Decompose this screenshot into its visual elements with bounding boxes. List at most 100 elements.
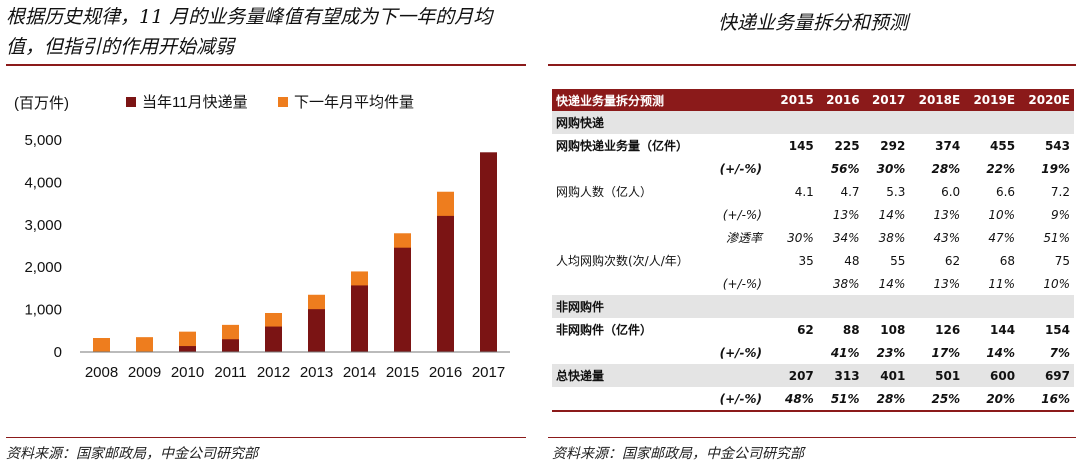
chart-title: 根据历史规律，11 月的业务量峰值有望成为下一年的月均值，但指引的作用开始减弱 — [6, 6, 493, 58]
row-label: 渗透率 — [725, 231, 762, 245]
table-cell: 108 — [880, 322, 906, 337]
table-cell: 401 — [863, 364, 910, 387]
table-row: 非网购件（亿件） 62 88 108 126 144 154 — [552, 318, 1074, 341]
table-cell: 313 — [817, 364, 864, 387]
table-cell: 6.6 — [995, 184, 1016, 199]
table-cell: 62 — [944, 253, 961, 268]
table-header-row: 快递业务量拆分预测 2015 2016 2017 2018E 2019E 2020E — [552, 89, 1074, 111]
table-cell: 7% — [1049, 345, 1070, 360]
table-cell: 20% — [964, 387, 1020, 412]
table-cell — [964, 111, 1020, 134]
forecast-table: 快递业务量拆分预测 2015 2016 2017 2018E 2019E 2020E 网购快递… — [552, 89, 1074, 412]
x-tick-label: 2014 — [343, 364, 376, 381]
table-cell — [1019, 295, 1074, 318]
table-cell — [863, 295, 910, 318]
table-row: 网购快递业务量（亿件） 145 225 292 374 455 543 — [552, 134, 1074, 157]
table-cell: 292 — [880, 138, 906, 153]
table-cell: 13% — [832, 207, 860, 222]
table-cell — [1019, 111, 1074, 134]
table-cell: 207 — [772, 364, 818, 387]
bar-2012-november — [265, 326, 282, 352]
table-header-year: 2019E — [964, 89, 1020, 111]
table-row: 非网购件 — [552, 295, 1074, 318]
table-cell: 14% — [878, 207, 906, 222]
table-cell — [772, 272, 818, 295]
x-tick-label: 2013 — [300, 364, 333, 381]
table-header-year: 2015 — [772, 89, 818, 111]
table-row: 网购快递 — [552, 111, 1074, 134]
right-source-rule — [548, 437, 1076, 438]
table-cell: 14% — [878, 276, 906, 291]
x-tick-label: 2010 — [171, 364, 204, 381]
table-cell: 51% — [1043, 230, 1070, 245]
table-cell: 48 — [844, 253, 860, 268]
table-cell — [817, 111, 864, 134]
table-header-year: 2017 — [863, 89, 910, 111]
table-cell: 48% — [772, 387, 818, 412]
table-cell: 4.1 — [794, 184, 814, 199]
table-cell: 126 — [935, 322, 961, 337]
bar-2010-november — [179, 346, 196, 352]
left-source-note: 资料来源：国家邮政局，中金公司研究部 — [6, 446, 258, 462]
table-title: 快递业务量拆分和预测 — [717, 12, 908, 34]
row-label: 网购快递 — [552, 111, 772, 134]
bar-2017-november — [480, 152, 497, 352]
y-tick-label: 5,000 — [24, 132, 62, 149]
right-title-rule — [548, 64, 1076, 66]
table-cell: 41% — [830, 345, 860, 360]
table-cell — [817, 295, 864, 318]
y-tick-label: 1,000 — [24, 302, 62, 319]
table-row: 人均网购次数(次/人/年） 35 48 55 62 68 75 — [552, 249, 1074, 272]
table-cell: 543 — [1044, 138, 1070, 153]
table-cell — [909, 295, 965, 318]
legend-swatch — [126, 97, 136, 107]
legend-label: 当年11月快递量 — [142, 94, 248, 111]
row-label: 非网购件 — [552, 295, 772, 318]
table-cell: 75 — [1054, 253, 1070, 268]
table-cell: 14% — [986, 345, 1016, 360]
right-source-note: 资料来源：国家邮政局，中金公司研究部 — [552, 446, 804, 462]
y-unit-label: (百万件) — [14, 95, 69, 112]
table-cell: 5.3 — [886, 184, 906, 199]
left-title-rule — [6, 64, 526, 66]
table-row: 渗透率 30% 34% 38% 43% 47% 51% — [552, 226, 1074, 249]
table-cell — [772, 295, 818, 318]
table-row: (+/-%) 13% 14% 13% 10% 9% — [552, 203, 1074, 226]
x-tick-label: 2008 — [85, 364, 118, 381]
x-tick-label: 2016 — [429, 364, 462, 381]
legend-swatch — [278, 97, 288, 107]
table-cell: 501 — [909, 364, 965, 387]
row-label: (+/-%) — [552, 387, 772, 412]
table-cell: 35 — [798, 253, 814, 268]
table-cell: 19% — [1041, 161, 1070, 176]
table-row: (+/-%) 38% 14% 13% 11% 10% — [552, 272, 1074, 295]
table-cell: 56% — [830, 161, 860, 176]
table-cell — [863, 111, 910, 134]
table-header-year: 2018E — [909, 89, 965, 111]
table-cell: 88 — [842, 322, 860, 337]
y-tick-label: 0 — [54, 344, 62, 361]
row-label: 总快递量 — [552, 364, 772, 387]
row-label: (+/-%) — [722, 276, 762, 291]
table-cell: 30% — [876, 161, 906, 176]
table-cell: 38% — [878, 230, 906, 245]
table-row: 网购人数（亿人） 4.1 4.7 5.3 6.0 6.6 7.2 — [552, 180, 1074, 203]
table-cell: 10% — [988, 207, 1016, 222]
table-cell: 25% — [909, 387, 965, 412]
table-header-label: 快递业务量拆分预测 — [552, 89, 772, 111]
row-label: 网购人数（亿人） — [556, 185, 653, 199]
table-header-year: 2020E — [1019, 89, 1074, 111]
table-cell: 6.0 — [941, 184, 961, 199]
table-cell: 13% — [933, 276, 961, 291]
table-cell: 9% — [1050, 207, 1070, 222]
forecast-table-wrap: 快递业务量拆分预测 2015 2016 2017 2018E 2019E 2020E 网购快递… — [552, 89, 1076, 412]
row-label: (+/-%) — [719, 345, 762, 360]
table-cell: 23% — [876, 345, 906, 360]
table-cell: 28% — [931, 161, 961, 176]
table-cell — [772, 157, 818, 180]
table-cell: 13% — [933, 207, 961, 222]
row-label: (+/-%) — [722, 207, 762, 222]
table-cell: 22% — [986, 161, 1016, 176]
bar-2011-november — [222, 339, 239, 352]
bar-2015-november — [394, 247, 411, 352]
